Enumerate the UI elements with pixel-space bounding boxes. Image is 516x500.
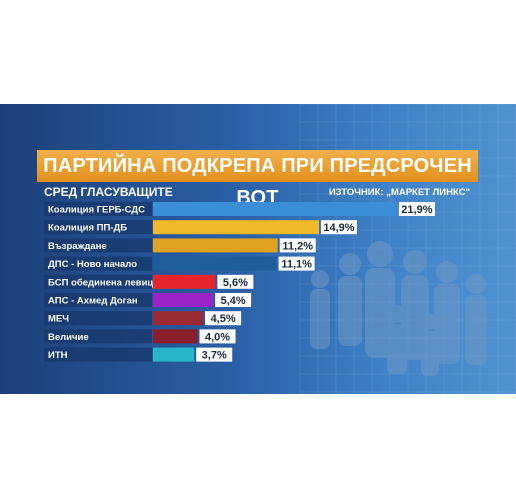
source-note: ИЗТОЧНИК: „МАРКЕТ ЛИНКС": [328, 187, 470, 198]
category-label-box: [44, 238, 152, 253]
value-label: 5,4%: [221, 295, 246, 307]
value-label: 4,0%: [205, 331, 230, 343]
value-label-box: [199, 329, 236, 344]
category-label: Величие: [48, 332, 89, 343]
bar: [153, 293, 214, 307]
category-label: ДПС - Ново начало: [48, 259, 137, 270]
value-label: 4,5%: [211, 313, 236, 325]
value-label-box: [279, 238, 316, 253]
value-label: 11,1%: [281, 259, 312, 271]
title-banner: ПАРТИЙНА ПОДКРЕПА ПРИ ПРЕДСРОЧЕН ВОТ: [37, 150, 478, 209]
value-label-box: [278, 256, 315, 271]
bar: [153, 274, 216, 289]
bar: [153, 220, 319, 235]
value-label: 21,9%: [401, 204, 432, 216]
bar: [153, 238, 278, 253]
people-silhouettes-graphic: [310, 241, 487, 376]
bar: [153, 311, 204, 326]
category-label-box: [44, 274, 152, 289]
value-label: 5,6%: [223, 277, 248, 289]
category-label: Коалиция ГЕРБ-СДС: [48, 205, 145, 216]
bar: [153, 329, 198, 344]
bar: [153, 347, 195, 362]
value-label: 3,7%: [202, 350, 227, 362]
bar-chart: Коалиция ГЕРБ-СДС 21,9% Коалиция ПП-ДБ 14,9…: [44, 202, 435, 362]
bar: [153, 256, 277, 271]
value-label-box: [398, 202, 435, 216]
category-label-box: [44, 256, 152, 271]
value-label: 14,9%: [323, 222, 354, 234]
category-label: Възраждане: [48, 241, 107, 252]
category-label-box: [44, 293, 152, 307]
category-label: Коалиция ПП-ДБ: [48, 223, 127, 234]
value-label-box: [320, 220, 357, 235]
category-label-box: [44, 347, 152, 362]
category-label-box: [44, 202, 152, 216]
category-label-box: [44, 311, 152, 326]
chart-panel: ПАРТИЙНА ПОДКРЕПА ПРИ ПРЕДСРОЧЕН ВОТ СРЕ…: [0, 104, 516, 394]
category-label-box: [44, 220, 152, 235]
value-label-box: [217, 274, 254, 289]
category-label-box: [44, 329, 152, 344]
category-label: МЕЧ: [48, 314, 69, 325]
category-label: АПС - Ахмед Доган: [48, 296, 138, 307]
chart-subtitle: СРЕД ГЛАСУВАЩИТЕ: [44, 185, 173, 199]
category-label: БСП обединена левица: [48, 277, 159, 288]
value-label-box: [205, 311, 242, 326]
value-label: 11,2%: [282, 240, 313, 252]
bar: [153, 202, 397, 216]
value-label-box: [196, 347, 233, 362]
value-label-box: [215, 293, 252, 307]
category-label: ИТН: [48, 350, 68, 361]
